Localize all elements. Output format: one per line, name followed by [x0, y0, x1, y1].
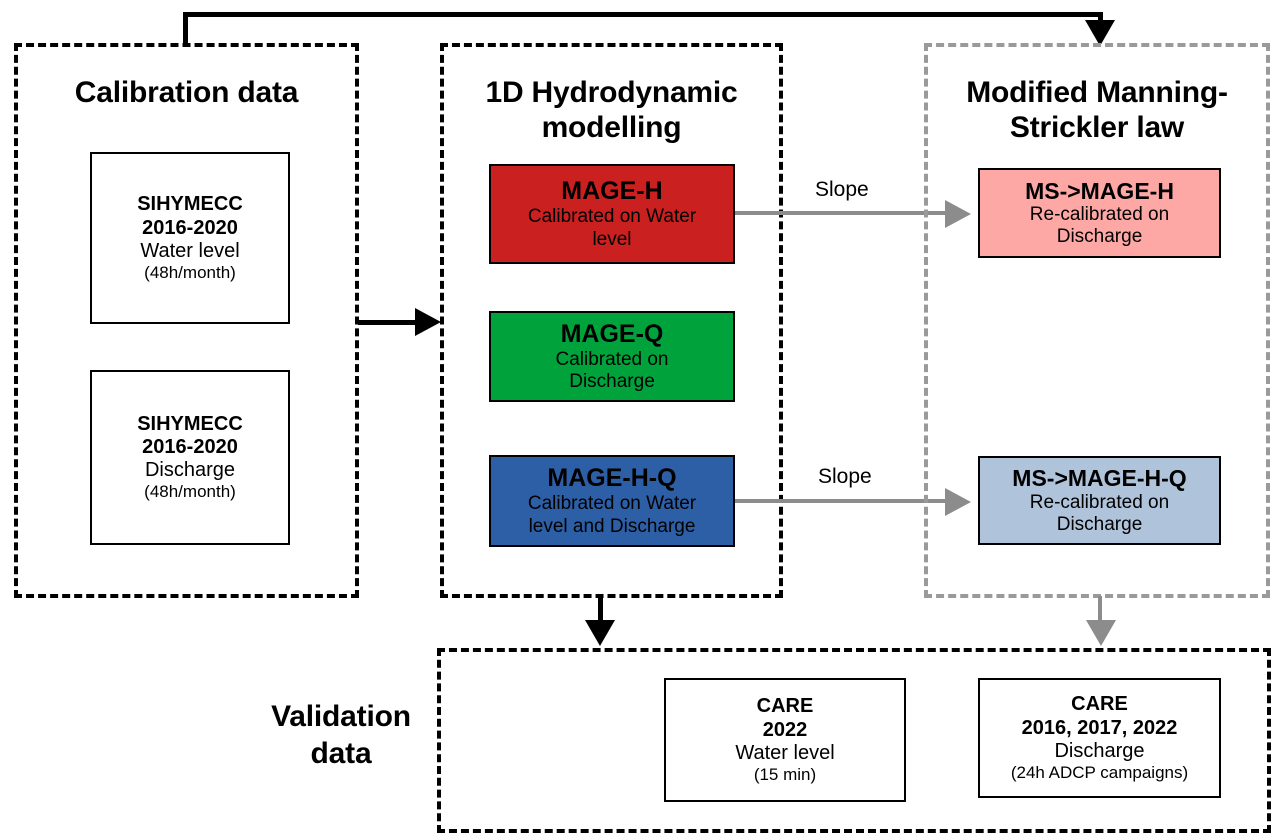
slope-label-top: Slope	[815, 178, 869, 201]
sihymecc-water-note: (48h/month)	[144, 262, 236, 282]
panel-calibration-data: Calibration data	[14, 43, 359, 598]
panel-validation-data: Validation data	[271, 648, 1271, 833]
mage-h-name: MAGE-H	[561, 177, 663, 206]
arrow-manning-to-validation-line	[1098, 596, 1102, 626]
sihymecc-discharge-note: (48h/month)	[144, 482, 236, 502]
slope-label-bottom: Slope	[818, 465, 872, 488]
arrow-modelling-to-validation-line	[598, 596, 603, 626]
ms-mage-h-sub-line2: Discharge	[1056, 226, 1143, 248]
mage-h-sub-line2: level	[592, 228, 632, 250]
mage-q-sub-line2: Discharge	[569, 371, 655, 392]
care-discharge-variable: Discharge	[1054, 739, 1145, 762]
ms-mage-h-q-sub-line1: Re-calibrated on	[1029, 491, 1170, 513]
slope-arrow-bottom-head-icon	[945, 488, 971, 516]
arrow-manning-to-validation-head-icon	[1086, 620, 1116, 646]
panel-manning-title-line1: Modified Manning-	[966, 76, 1228, 109]
sihymecc-water-title: SIHYMECC	[137, 193, 243, 216]
mage-h-sub-line1: Calibrated on Water	[527, 206, 697, 228]
ms-mage-h-name: MS->MAGE-H	[1025, 177, 1174, 204]
sihymecc-water-years: 2016-2020	[142, 216, 238, 239]
mage-h-q-sub-line2: level and Discharge	[528, 515, 696, 537]
panel-validation-title-line2: data	[310, 737, 372, 770]
mage-h-q-sub-line1: Calibrated on Water	[527, 493, 697, 515]
arrow-modelling-to-validation-head-icon	[585, 620, 615, 646]
box-sihymecc-water-level: SIHYMECC 2016-2020 Water level (48h/mont…	[90, 152, 290, 324]
arrow-calibration-to-modelling-line	[358, 320, 420, 325]
box-mage-h-q: MAGE-H-Q Calibrated on Water level and D…	[489, 455, 735, 547]
sihymecc-discharge-variable: Discharge	[144, 459, 236, 482]
care-discharge-years: 2016, 2017, 2022	[1021, 716, 1178, 739]
arrow-calibration-to-modelling-head-icon	[415, 308, 441, 336]
panel-modelling-title-line1: 1D Hydrodynamic	[485, 76, 738, 109]
box-mage-h: MAGE-H Calibrated on Water level	[489, 164, 735, 264]
ms-mage-h-q-sub-line2: Discharge	[1056, 513, 1143, 535]
box-ms-mage-h-q: MS->MAGE-H-Q Re-calibrated on Discharge	[978, 456, 1221, 545]
mage-q-sub-line1: Calibrated on	[555, 348, 669, 370]
box-ms-mage-h: MS->MAGE-H Re-calibrated on Discharge	[978, 168, 1221, 258]
mage-h-q-name: MAGE-H-Q	[547, 464, 677, 493]
box-care-discharge: CARE 2016, 2017, 2022 Discharge (24h ADC…	[978, 678, 1221, 798]
sihymecc-discharge-title: SIHYMECC	[137, 412, 243, 435]
slope-arrow-top-head-icon	[945, 200, 971, 228]
mage-q-name: MAGE-Q	[560, 319, 664, 348]
panel-1d-hydrodynamic-modelling: 1D Hydrodynamic modelling	[440, 43, 783, 598]
panel-modelling-title-line2: modelling	[541, 111, 682, 144]
ms-mage-h-q-name: MS->MAGE-H-Q	[1012, 465, 1187, 492]
feedback-arrowhead-icon	[1085, 20, 1115, 46]
feedback-arrow-horizontal	[183, 12, 1103, 17]
panel-calibration-title: Calibration data	[74, 76, 299, 109]
care-discharge-note: (24h ADCP campaigns)	[1010, 762, 1189, 782]
panel-validation-title-line1: Validation	[271, 700, 411, 733]
sihymecc-water-variable: Water level	[140, 239, 240, 262]
slope-arrow-bottom-line	[735, 499, 950, 503]
box-sihymecc-discharge: SIHYMECC 2016-2020 Discharge (48h/month)	[90, 370, 290, 545]
care-water-years: 2022	[762, 718, 808, 741]
care-water-note: (15 min)	[753, 764, 817, 784]
feedback-arrow-vertical-left	[183, 12, 188, 46]
care-water-variable: Water level	[735, 741, 835, 764]
care-discharge-title: CARE	[1071, 693, 1128, 716]
box-care-water-level: CARE 2022 Water level (15 min)	[664, 678, 906, 802]
care-water-title: CARE	[756, 695, 814, 718]
panel-manning-title-line2: Strickler law	[1009, 111, 1185, 144]
box-mage-q: MAGE-Q Calibrated on Discharge	[489, 311, 735, 402]
ms-mage-h-sub-line1: Re-calibrated on	[1029, 204, 1170, 226]
panel-modified-manning-strickler: Modified Manning- Strickler law	[924, 43, 1270, 598]
slope-arrow-top-line	[735, 211, 950, 215]
sihymecc-discharge-years: 2016-2020	[142, 436, 238, 459]
